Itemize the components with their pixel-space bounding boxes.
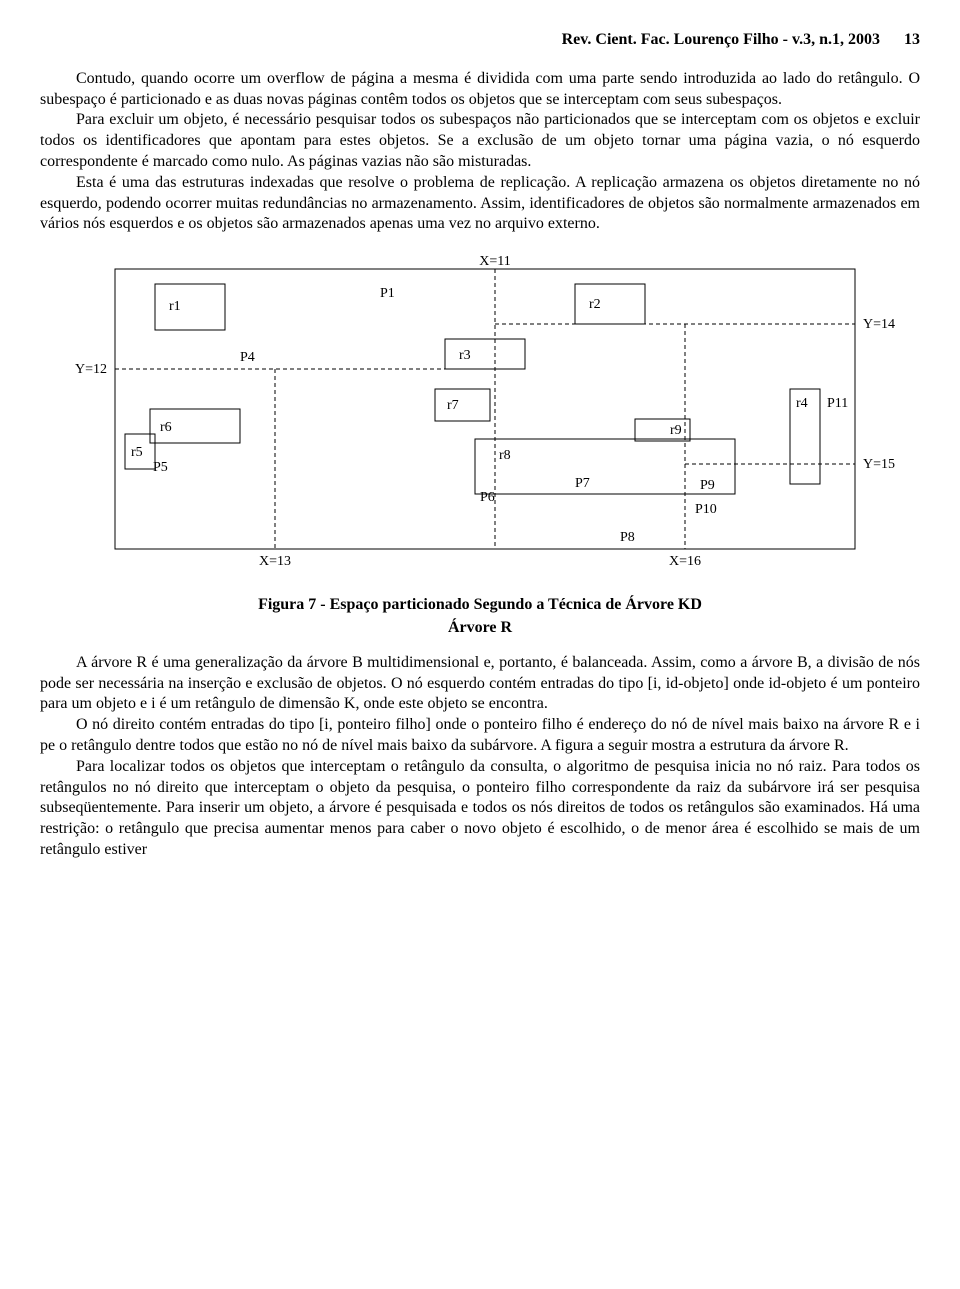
svg-text:P8: P8 bbox=[620, 530, 635, 545]
svg-text:Y=15: Y=15 bbox=[863, 457, 895, 472]
svg-text:X=16: X=16 bbox=[669, 554, 701, 569]
svg-text:P11: P11 bbox=[827, 396, 848, 411]
svg-text:r4: r4 bbox=[796, 396, 808, 411]
figure-7-subcaption: Árvore R bbox=[40, 618, 920, 639]
svg-text:P10: P10 bbox=[695, 502, 717, 517]
svg-text:P9: P9 bbox=[700, 478, 715, 493]
svg-text:r1: r1 bbox=[169, 299, 181, 314]
svg-text:r9: r9 bbox=[670, 423, 682, 438]
svg-text:Y=14: Y=14 bbox=[863, 317, 895, 332]
svg-text:r3: r3 bbox=[459, 348, 471, 363]
paragraph-1: Contudo, quando ocorre um overflow de pá… bbox=[40, 69, 920, 111]
svg-text:Y=12: Y=12 bbox=[75, 362, 107, 377]
svg-text:P5: P5 bbox=[153, 460, 168, 475]
figure-7: X=11 Y=12 Y=14 X=13 X=16 Y=15 r1 r2 r3 r4 r5 r6 r7 r8… bbox=[40, 249, 920, 639]
svg-text:P6: P6 bbox=[480, 490, 495, 505]
paragraph-6: Para localizar todos os objetos que inte… bbox=[40, 757, 920, 861]
page-header: Rev. Cient. Fac. Lourenço Filho - v.3, n… bbox=[40, 30, 920, 51]
paragraph-4: A árvore R é uma generalização da árvore… bbox=[40, 653, 920, 715]
paragraph-5: O nó direito contém entradas do tipo [i,… bbox=[40, 715, 920, 757]
figure-7-svg: X=11 Y=12 Y=14 X=13 X=16 Y=15 r1 r2 r3 r4 r5 r6 r7 r8… bbox=[45, 249, 915, 589]
svg-text:r2: r2 bbox=[589, 297, 601, 312]
svg-text:r8: r8 bbox=[499, 448, 511, 463]
svg-text:X=11: X=11 bbox=[479, 254, 511, 269]
svg-text:P7: P7 bbox=[575, 476, 590, 491]
paragraph-3: Esta é uma das estruturas indexadas que … bbox=[40, 173, 920, 235]
svg-text:r5: r5 bbox=[131, 445, 143, 460]
svg-text:P4: P4 bbox=[240, 350, 255, 365]
svg-text:X=13: X=13 bbox=[259, 554, 291, 569]
svg-text:r6: r6 bbox=[160, 420, 172, 435]
header-title: Rev. Cient. Fac. Lourenço Filho - v.3, n… bbox=[562, 31, 880, 48]
page-number: 13 bbox=[904, 31, 920, 48]
svg-text:r7: r7 bbox=[447, 398, 459, 413]
figure-7-caption: Figura 7 - Espaço particionado Segundo a… bbox=[40, 595, 920, 616]
svg-text:P1: P1 bbox=[380, 286, 395, 301]
paragraph-2: Para excluir um objeto, é necessário pes… bbox=[40, 110, 920, 172]
